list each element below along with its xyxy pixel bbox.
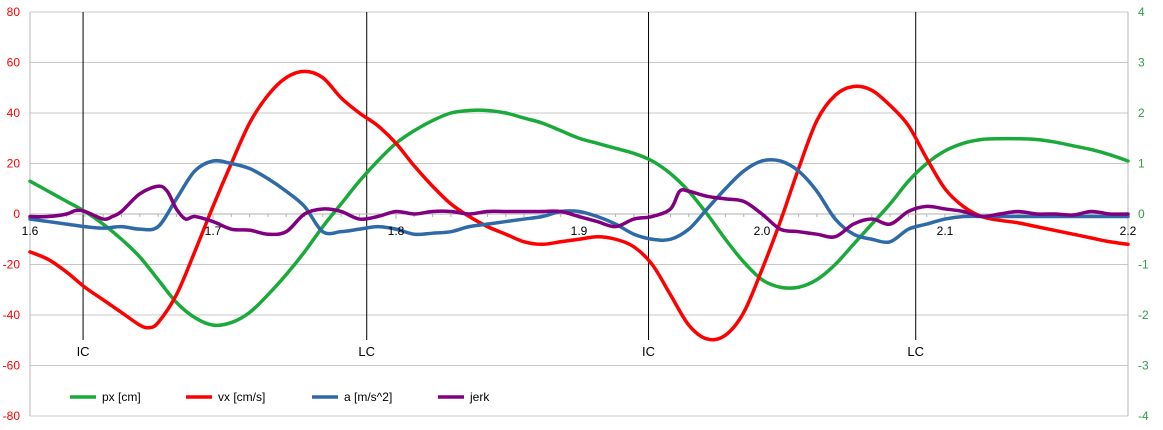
event-markers: IC LC IC LC <box>77 12 924 359</box>
legend-label-jerk: jerk <box>469 390 490 404</box>
series-line-vx-cm-s <box>28 69 1130 342</box>
x-tick-label: 1.7 <box>205 224 222 238</box>
legend-label-px-cm: px [cm] <box>102 390 141 404</box>
legend-label-vx-cm-s: vx [cm/s] <box>218 390 265 404</box>
y-right-tick-label: -4 <box>1138 409 1149 423</box>
axes <box>29 12 1129 416</box>
x-tick-label: 2.0 <box>754 224 771 238</box>
x-tick-label: 1.8 <box>388 224 405 238</box>
y-left-tick-label: 0 <box>13 207 20 221</box>
tick-labels: -80 -60 -40 -20 0 20 40 60 80 -4 -3 -2 -1 0 1 2 3 4 1.6 1.7… <box>3 5 1149 423</box>
y-right-tick-label: -3 <box>1138 359 1149 373</box>
y-left-tick-label: -20 <box>3 258 21 272</box>
event-label: IC <box>77 344 90 359</box>
series-line-px-cm <box>28 108 1130 328</box>
y-left-tick-label: 60 <box>7 56 21 70</box>
x-tick-label: 2.1 <box>937 224 954 238</box>
event-label: IC <box>642 344 655 359</box>
event-label: LC <box>907 344 924 359</box>
y-left-tick-label: 80 <box>7 5 21 19</box>
y-right-tick-label: -1 <box>1138 258 1149 272</box>
legend: px [cm] vx [cm/s] a [m/s^2] jerk <box>70 390 490 404</box>
series-line-a-m-s-2 <box>28 157 1130 245</box>
series-lines <box>28 69 1130 342</box>
legend-label-a-m-s-2: a [m/s^2] <box>344 390 392 404</box>
y-left-tick-label: -60 <box>3 359 21 373</box>
y-right-tick-label: 4 <box>1138 5 1145 19</box>
x-tick-label: 1.9 <box>571 224 588 238</box>
y-left-tick-label: -80 <box>3 409 21 423</box>
y-right-tick-label: -2 <box>1138 308 1149 322</box>
series-line-jerk <box>28 184 1130 239</box>
y-right-tick-label: 2 <box>1138 106 1145 120</box>
y-right-tick-label: 3 <box>1138 56 1145 70</box>
y-left-tick-label: 40 <box>7 106 21 120</box>
y-right-tick-label: 0 <box>1138 207 1145 221</box>
x-tick-label: 1.6 <box>22 224 39 238</box>
y-right-tick-label: 1 <box>1138 157 1145 171</box>
event-label: LC <box>358 344 375 359</box>
y-left-tick-label: -40 <box>3 308 21 322</box>
y-left-tick-label: 20 <box>7 157 21 171</box>
x-tick-label: 2.2 <box>1120 224 1137 238</box>
